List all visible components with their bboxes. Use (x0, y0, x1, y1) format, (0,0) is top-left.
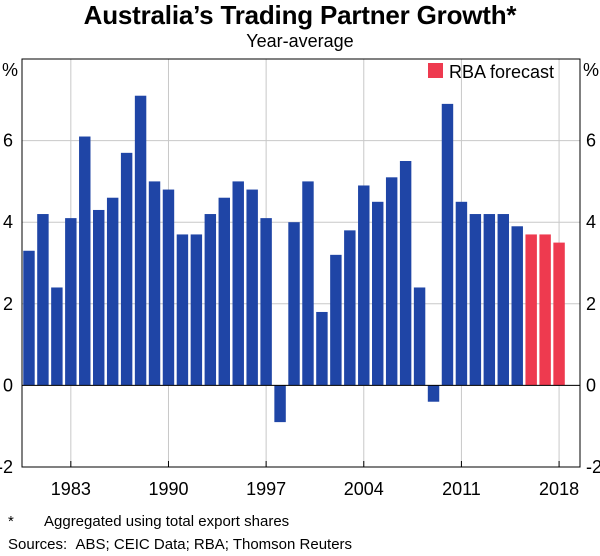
y-tick-label-left: 6 (3, 131, 13, 151)
bar-1992 (190, 234, 203, 386)
bar-1981 (37, 214, 49, 386)
bar-2004 (358, 185, 370, 386)
sources-label: Sources: (8, 536, 68, 553)
bar-2017 (539, 234, 551, 386)
bar-1980 (23, 250, 35, 386)
bar-1998 (274, 385, 286, 423)
bar-2008 (413, 287, 426, 386)
bar-2010 (441, 103, 454, 386)
bar-1983 (65, 218, 77, 386)
bar-2013 (483, 214, 496, 386)
bar-1989 (148, 181, 161, 386)
plot-frame (21, 58, 581, 468)
x-tick-label: 1990 (148, 479, 188, 499)
bar-1991 (176, 234, 189, 386)
bar-2014 (497, 214, 509, 386)
legend-swatch (428, 63, 443, 78)
bar-2001 (316, 311, 328, 386)
bar-2011 (455, 201, 468, 386)
gridlines (22, 58, 580, 467)
y-tick-label-right: 6 (586, 131, 596, 151)
y-tick-label-right: -2 (586, 457, 600, 477)
axes (21, 58, 581, 468)
x-tick-label: 1997 (246, 479, 286, 499)
bar-2009 (427, 385, 440, 402)
footnote-text: Aggregated using total export shares (44, 513, 290, 530)
chart-title: Australia’s Trading Partner Growth* (83, 0, 517, 30)
footnote-marker: * (8, 513, 14, 530)
bar-2007 (399, 161, 412, 386)
y-tick-label-right: 0 (586, 375, 596, 395)
bar-1987 (120, 152, 133, 386)
y-tick-label-right: 2 (586, 294, 596, 314)
y-tick-label-left: 0 (3, 375, 13, 395)
tick-labels: -2 -2 0 0 2 2 4 4 6 6 1983 1990 1997 2004 2011 2018 (0, 131, 600, 499)
legend-label: RBA forecast (449, 62, 554, 82)
bar-1999 (288, 222, 300, 386)
y-axis-unit-right: % (583, 60, 599, 80)
y-tick-label-right: 4 (586, 212, 596, 232)
bars (23, 95, 565, 423)
bar-2015 (511, 226, 523, 386)
bar-1988 (134, 95, 147, 386)
footnote: * Aggregated using total export shares (8, 513, 289, 530)
bar-2012 (469, 214, 482, 386)
x-tick-label: 2004 (344, 479, 384, 499)
y-tick-label-left: 4 (3, 212, 13, 232)
bar-2018 (553, 242, 565, 386)
x-tick-label: 2018 (539, 479, 579, 499)
legend: RBA forecast (428, 62, 554, 82)
x-tick-label: 2011 (442, 479, 481, 499)
bar-1997 (260, 218, 272, 386)
bar-2003 (344, 230, 356, 386)
bar-1995 (232, 181, 244, 386)
bar-2000 (302, 181, 314, 386)
bar-2006 (385, 177, 398, 386)
bar-1982 (51, 287, 63, 386)
bar-1986 (106, 197, 119, 386)
bar-1993 (204, 214, 217, 386)
bar-1990 (162, 189, 175, 386)
y-tick-label-left: -2 (0, 457, 13, 477)
bar-2002 (330, 254, 342, 386)
chart-subtitle: Year-average (246, 31, 354, 51)
bar-1994 (218, 197, 230, 386)
bar-2005 (372, 201, 384, 386)
bar-2016 (525, 234, 537, 386)
sources: Sources: ABS; CEIC Data; RBA; Thomson Re… (8, 536, 352, 553)
bar-1996 (246, 189, 258, 386)
bar-1984 (79, 136, 91, 386)
y-axis-unit-left: % (2, 60, 18, 80)
sources-text: ABS; CEIC Data; RBA; Thomson Reuters (75, 536, 353, 553)
y-tick-label-left: 2 (3, 294, 13, 314)
bar-1985 (93, 209, 105, 386)
x-tick-label: 1983 (51, 479, 91, 499)
